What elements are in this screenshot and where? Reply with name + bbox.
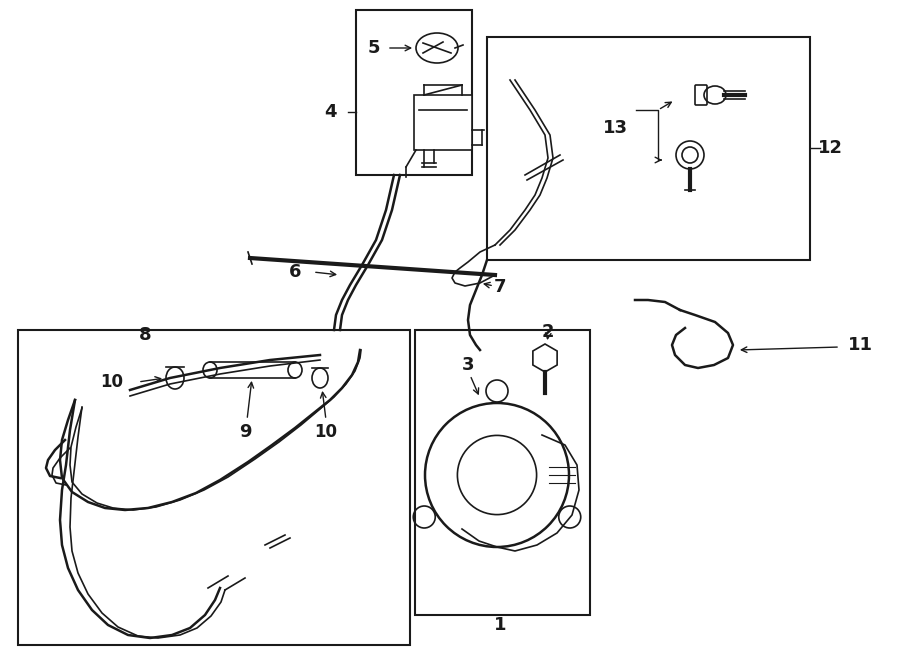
Text: 6: 6 [289, 263, 302, 281]
Bar [415, 330, 590, 615]
Text: 5: 5 [368, 39, 380, 57]
Text: 12: 12 [817, 139, 842, 157]
Text: 8: 8 [139, 326, 151, 344]
Bar [356, 10, 472, 175]
FancyBboxPatch shape [695, 85, 707, 105]
Text: 10: 10 [101, 373, 123, 391]
Text: 13: 13 [602, 119, 627, 137]
Bar [18, 330, 410, 645]
Bar [487, 37, 810, 260]
Bar [414, 95, 472, 150]
Text: 10: 10 [314, 423, 338, 441]
Text: 4: 4 [324, 103, 337, 121]
Text: 11: 11 [848, 336, 872, 354]
Text: 9: 9 [238, 423, 251, 441]
Text: 2: 2 [542, 323, 554, 341]
Text: 3: 3 [462, 356, 474, 374]
Text: 7: 7 [494, 278, 506, 296]
Text: 1: 1 [494, 616, 506, 634]
